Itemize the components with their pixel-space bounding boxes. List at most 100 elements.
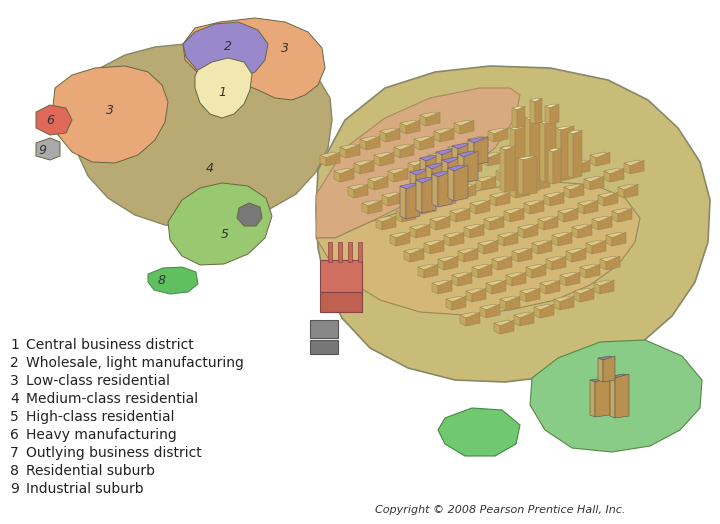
Polygon shape: [460, 315, 466, 326]
Polygon shape: [510, 208, 524, 222]
Polygon shape: [442, 171, 448, 182]
Polygon shape: [558, 232, 572, 246]
Polygon shape: [516, 160, 536, 166]
Text: 5: 5: [10, 410, 19, 424]
Polygon shape: [494, 128, 508, 142]
Polygon shape: [454, 120, 474, 126]
Polygon shape: [580, 267, 586, 278]
Polygon shape: [510, 184, 530, 190]
Polygon shape: [480, 307, 486, 318]
Polygon shape: [468, 136, 488, 142]
Polygon shape: [472, 267, 478, 278]
Polygon shape: [428, 176, 442, 190]
Polygon shape: [564, 187, 570, 198]
Polygon shape: [576, 160, 590, 174]
Polygon shape: [404, 251, 410, 262]
Polygon shape: [360, 136, 380, 142]
Polygon shape: [523, 156, 537, 195]
Polygon shape: [410, 169, 430, 175]
Polygon shape: [462, 160, 482, 166]
Polygon shape: [320, 152, 340, 158]
Polygon shape: [460, 120, 474, 134]
Polygon shape: [416, 177, 436, 183]
Polygon shape: [604, 192, 618, 206]
Polygon shape: [490, 192, 510, 198]
Polygon shape: [492, 256, 512, 262]
Polygon shape: [594, 280, 614, 286]
Polygon shape: [572, 224, 592, 230]
Text: 3: 3: [281, 41, 289, 54]
Polygon shape: [558, 208, 578, 214]
Polygon shape: [326, 152, 340, 166]
Polygon shape: [544, 192, 564, 198]
Polygon shape: [492, 259, 498, 270]
Text: 6: 6: [10, 428, 19, 442]
Polygon shape: [598, 192, 618, 198]
Polygon shape: [388, 192, 402, 206]
Polygon shape: [505, 146, 515, 192]
Polygon shape: [456, 187, 462, 198]
Polygon shape: [540, 122, 545, 182]
Polygon shape: [432, 171, 452, 177]
Polygon shape: [498, 235, 504, 246]
Polygon shape: [452, 146, 458, 171]
Polygon shape: [520, 291, 526, 302]
Polygon shape: [340, 144, 360, 150]
Polygon shape: [524, 200, 544, 206]
Polygon shape: [535, 98, 542, 124]
Polygon shape: [496, 171, 502, 182]
Polygon shape: [420, 112, 440, 118]
Polygon shape: [550, 168, 570, 174]
Text: High-class residential: High-class residential: [26, 410, 174, 424]
Polygon shape: [432, 280, 452, 286]
Polygon shape: [442, 157, 462, 163]
Polygon shape: [580, 264, 600, 270]
Polygon shape: [183, 18, 325, 100]
Polygon shape: [402, 208, 416, 222]
Polygon shape: [410, 227, 416, 238]
Polygon shape: [444, 235, 450, 246]
Polygon shape: [382, 195, 388, 206]
Polygon shape: [510, 128, 515, 190]
Polygon shape: [450, 232, 464, 246]
Polygon shape: [478, 264, 492, 278]
Polygon shape: [586, 264, 600, 278]
Polygon shape: [452, 272, 472, 278]
Polygon shape: [526, 264, 546, 270]
Polygon shape: [424, 243, 430, 254]
Polygon shape: [520, 288, 540, 294]
Polygon shape: [530, 179, 536, 190]
Polygon shape: [436, 149, 456, 155]
Polygon shape: [530, 100, 535, 124]
Polygon shape: [540, 304, 554, 318]
Polygon shape: [438, 408, 520, 456]
Polygon shape: [572, 227, 578, 238]
Polygon shape: [532, 264, 546, 278]
Polygon shape: [484, 240, 498, 254]
Polygon shape: [316, 88, 520, 238]
Text: 4: 4: [206, 161, 214, 174]
Polygon shape: [416, 224, 430, 238]
Polygon shape: [590, 380, 595, 417]
Polygon shape: [340, 147, 346, 158]
Polygon shape: [376, 216, 396, 222]
Polygon shape: [432, 174, 438, 207]
Bar: [320, 292, 362, 312]
Polygon shape: [548, 148, 561, 152]
Polygon shape: [458, 248, 478, 254]
Polygon shape: [558, 211, 564, 222]
Text: 1: 1: [10, 338, 19, 352]
Polygon shape: [573, 130, 582, 178]
Polygon shape: [450, 208, 470, 214]
Polygon shape: [612, 208, 632, 214]
Polygon shape: [564, 208, 578, 222]
Polygon shape: [316, 66, 710, 382]
Polygon shape: [448, 168, 462, 182]
Polygon shape: [578, 224, 592, 238]
Polygon shape: [414, 139, 420, 150]
Polygon shape: [426, 112, 440, 126]
Polygon shape: [434, 128, 454, 134]
Polygon shape: [515, 126, 527, 190]
Polygon shape: [545, 106, 550, 124]
Polygon shape: [538, 216, 558, 222]
